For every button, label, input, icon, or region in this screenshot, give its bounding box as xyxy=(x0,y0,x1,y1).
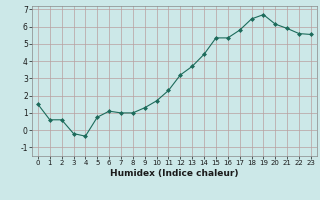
X-axis label: Humidex (Indice chaleur): Humidex (Indice chaleur) xyxy=(110,169,239,178)
